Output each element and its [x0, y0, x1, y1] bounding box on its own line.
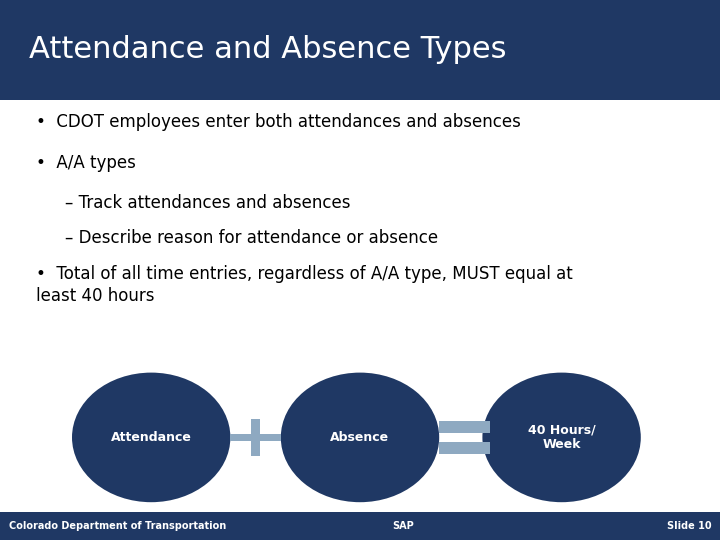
Text: •  A/A types: • A/A types: [36, 154, 136, 172]
FancyBboxPatch shape: [0, 512, 720, 540]
FancyBboxPatch shape: [251, 418, 261, 456]
FancyBboxPatch shape: [230, 434, 281, 441]
Text: Attendance and Absence Types: Attendance and Absence Types: [29, 36, 506, 64]
Ellipse shape: [72, 373, 230, 502]
FancyBboxPatch shape: [439, 421, 490, 433]
Text: Attendance: Attendance: [111, 431, 192, 444]
FancyBboxPatch shape: [439, 442, 490, 454]
Text: •  CDOT employees enter both attendances and absences: • CDOT employees enter both attendances …: [36, 113, 521, 131]
Text: – Describe reason for attendance or absence: – Describe reason for attendance or abse…: [65, 230, 438, 247]
Text: 40 Hours/
Week: 40 Hours/ Week: [528, 423, 595, 451]
Text: Absence: Absence: [330, 431, 390, 444]
Text: Slide 10: Slide 10: [667, 521, 711, 531]
Text: SAP: SAP: [392, 521, 414, 531]
Text: •  Total of all time entries, regardless of A/A type, MUST equal at
least 40 hou: • Total of all time entries, regardless …: [36, 265, 572, 305]
Ellipse shape: [482, 373, 641, 502]
Text: – Track attendances and absences: – Track attendances and absences: [65, 194, 351, 212]
Text: Colorado Department of Transportation: Colorado Department of Transportation: [9, 521, 226, 531]
Ellipse shape: [281, 373, 439, 502]
FancyBboxPatch shape: [0, 0, 720, 100]
